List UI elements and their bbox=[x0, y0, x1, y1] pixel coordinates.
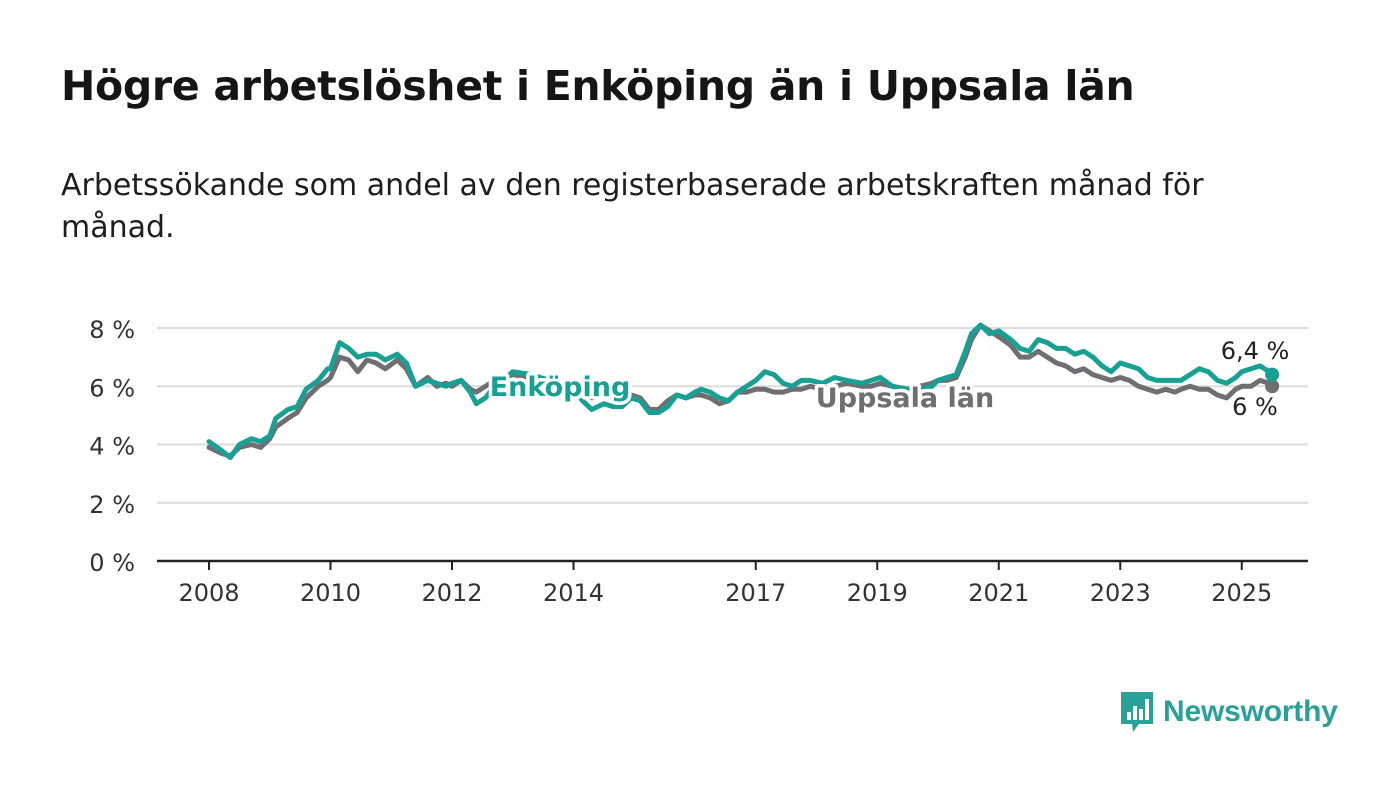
y-tick-label: 4 % bbox=[89, 433, 135, 461]
x-tick-label: 2012 bbox=[421, 579, 482, 607]
chart-subtitle: Arbetssökande som andel av den registerb… bbox=[61, 168, 1204, 245]
x-axis-ticks: 2008 2010 2012 2014 2017 2019 2021 2023 2025 bbox=[178, 561, 1272, 607]
end-label-uppsala: 6 % bbox=[1232, 393, 1278, 421]
end-label-enkoping: 6,4 % bbox=[1221, 337, 1290, 365]
newsworthy-logo: Newsworthy bbox=[1119, 690, 1338, 734]
y-tick-label: 0 % bbox=[89, 549, 135, 577]
end-dot-uppsala bbox=[1265, 379, 1280, 394]
chart-title: Högre arbetslöshet i Enköping än i Uppsa… bbox=[61, 62, 1135, 110]
series-name-uppsala: Uppsala län bbox=[816, 383, 994, 414]
brand-name: Newsworthy bbox=[1163, 695, 1338, 728]
x-tick-label: 2010 bbox=[300, 579, 361, 607]
y-tick-label: 8 % bbox=[89, 316, 135, 344]
series-line-uppsala bbox=[206, 322, 1275, 459]
bar-chart-speech-bubble-icon bbox=[1121, 692, 1153, 732]
x-tick-label: 2023 bbox=[1090, 579, 1151, 607]
x-tick-label: 2021 bbox=[968, 579, 1029, 607]
series-name-enkoping: Enköping bbox=[490, 372, 631, 403]
x-tick-label: 2019 bbox=[847, 579, 908, 607]
x-tick-label: 2017 bbox=[725, 579, 786, 607]
x-tick-label: 2014 bbox=[543, 579, 604, 607]
gridlines bbox=[157, 327, 1308, 563]
series-lines bbox=[206, 322, 1280, 461]
series-labels: Enköping Uppsala län 6,4 % 6 % bbox=[486, 335, 1292, 424]
y-axis-ticks: 0 % 2 % 4 % 6 % 8 % bbox=[89, 316, 135, 577]
x-tick-label: 2008 bbox=[178, 579, 239, 607]
x-tick-label: 2025 bbox=[1211, 579, 1272, 607]
y-tick-label: 6 % bbox=[89, 374, 135, 402]
y-tick-label: 2 % bbox=[89, 491, 135, 519]
end-dot-enkoping bbox=[1265, 367, 1280, 382]
series-line-enkoping bbox=[206, 322, 1275, 461]
